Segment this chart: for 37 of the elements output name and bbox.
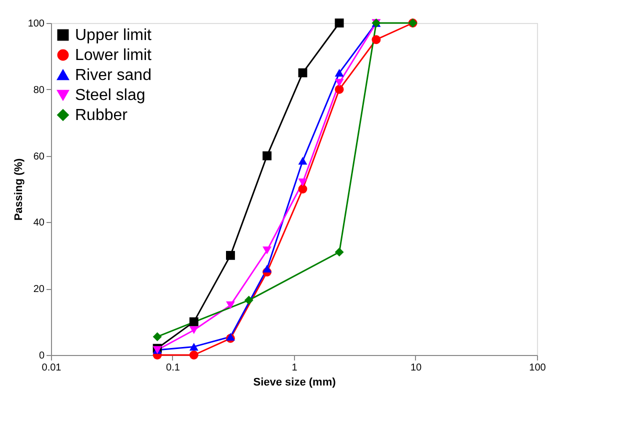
point	[262, 264, 272, 273]
y-tick-label: 0	[38, 350, 45, 362]
y-tick-label: 40	[33, 218, 45, 229]
point	[334, 18, 344, 28]
point	[298, 178, 308, 186]
point	[189, 326, 198, 334]
x-tick-label: 10	[410, 362, 422, 374]
point	[262, 151, 272, 160]
point	[298, 184, 308, 194]
point	[334, 68, 344, 77]
point	[226, 250, 235, 260]
point	[189, 342, 198, 351]
point	[189, 317, 198, 326]
point	[298, 156, 308, 165]
x-tick-label: 0.01	[42, 362, 62, 374]
point	[298, 68, 308, 78]
point	[226, 301, 235, 310]
x-tick-label: 100	[529, 362, 546, 374]
legend-label: Lower limit	[75, 47, 152, 64]
y-tick-label: 80	[33, 84, 45, 96]
point	[372, 35, 381, 44]
x-tick-label: 0.1	[166, 362, 180, 374]
point	[152, 332, 162, 342]
legend-label: Rubber	[75, 107, 128, 124]
point	[334, 78, 344, 87]
legend-label: Steel slag	[75, 87, 146, 104]
point	[189, 350, 198, 360]
point	[262, 246, 272, 254]
x-tick-label: 1	[292, 362, 298, 374]
y-axis-title: Passing (%)	[12, 158, 25, 221]
y-tick-label: 60	[33, 151, 45, 162]
y-tick-label: 20	[33, 284, 45, 296]
y-tick-label: 100	[28, 18, 45, 30]
legend-label: River sand	[75, 67, 152, 84]
point	[334, 84, 344, 94]
legend-label: Upper limit	[75, 27, 152, 44]
x-axis-title: Sieve size (mm)	[253, 376, 336, 388]
